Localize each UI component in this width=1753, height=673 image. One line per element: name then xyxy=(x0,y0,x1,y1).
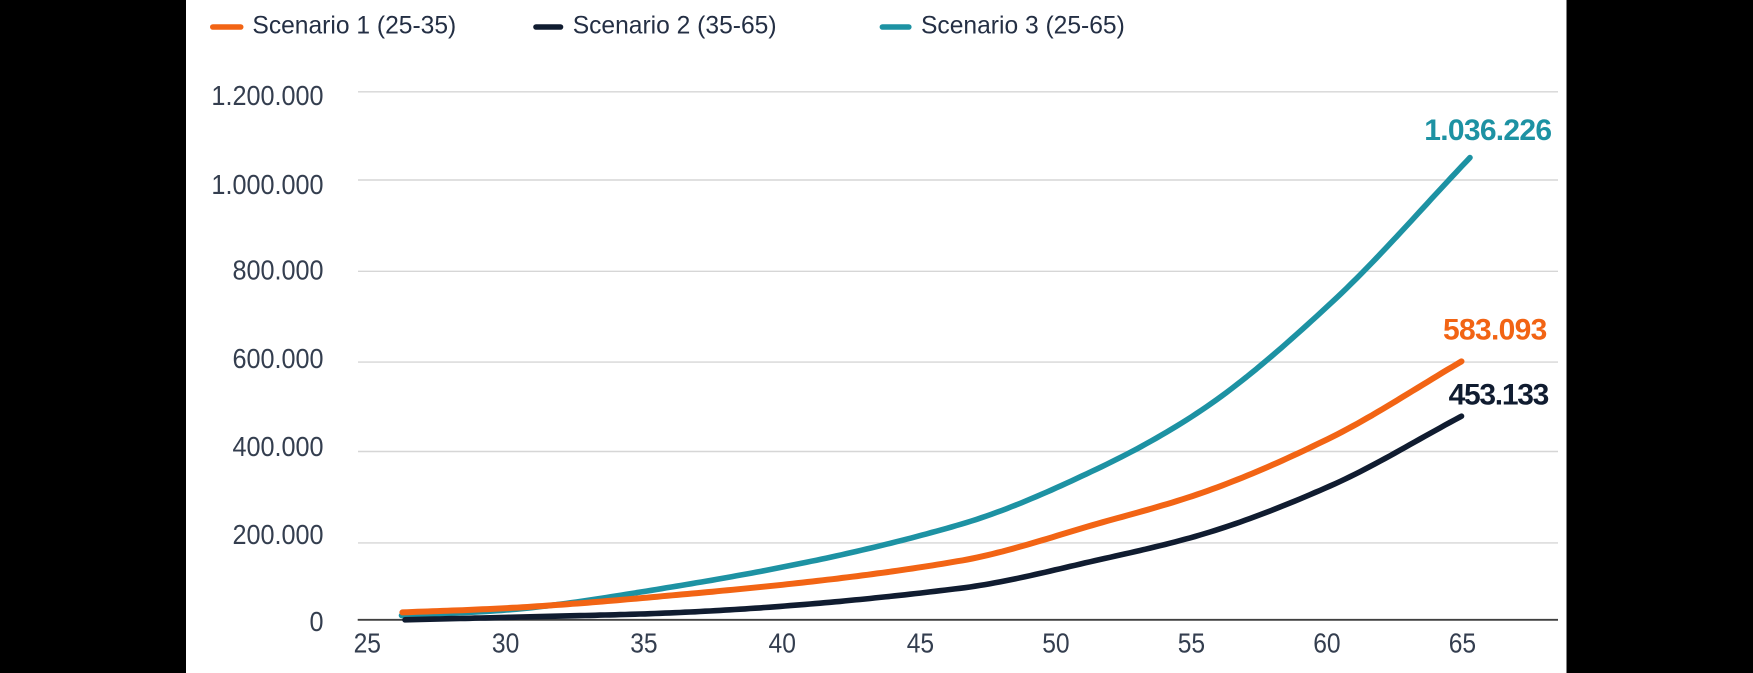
svg-text:Scenario 2 (35-65): Scenario 2 (35-65) xyxy=(573,12,777,39)
svg-text:65: 65 xyxy=(1449,627,1476,659)
svg-text:600.000: 600.000 xyxy=(232,343,323,375)
svg-text:25: 25 xyxy=(354,627,381,659)
svg-text:800.000: 800.000 xyxy=(232,254,323,286)
svg-text:Scenario 3 (25-65): Scenario 3 (25-65) xyxy=(921,12,1125,39)
svg-text:1.200.000: 1.200.000 xyxy=(211,80,323,112)
svg-text:60: 60 xyxy=(1313,627,1340,659)
svg-text:45: 45 xyxy=(907,627,934,659)
svg-text:55: 55 xyxy=(1178,627,1205,659)
svg-text:40: 40 xyxy=(768,627,795,659)
svg-text:200.000: 200.000 xyxy=(232,519,323,551)
svg-text:583.093: 583.093 xyxy=(1443,314,1547,347)
svg-text:Scenario 1 (25-35): Scenario 1 (25-35) xyxy=(252,12,456,39)
svg-text:1.036.226: 1.036.226 xyxy=(1424,114,1551,147)
svg-text:50: 50 xyxy=(1042,627,1069,659)
svg-text:35: 35 xyxy=(630,627,657,659)
svg-text:400.000: 400.000 xyxy=(232,431,323,463)
svg-text:30: 30 xyxy=(492,627,519,659)
svg-text:453.133: 453.133 xyxy=(1449,379,1549,412)
svg-text:1.000.000: 1.000.000 xyxy=(211,169,323,201)
svg-text:0: 0 xyxy=(309,606,323,638)
